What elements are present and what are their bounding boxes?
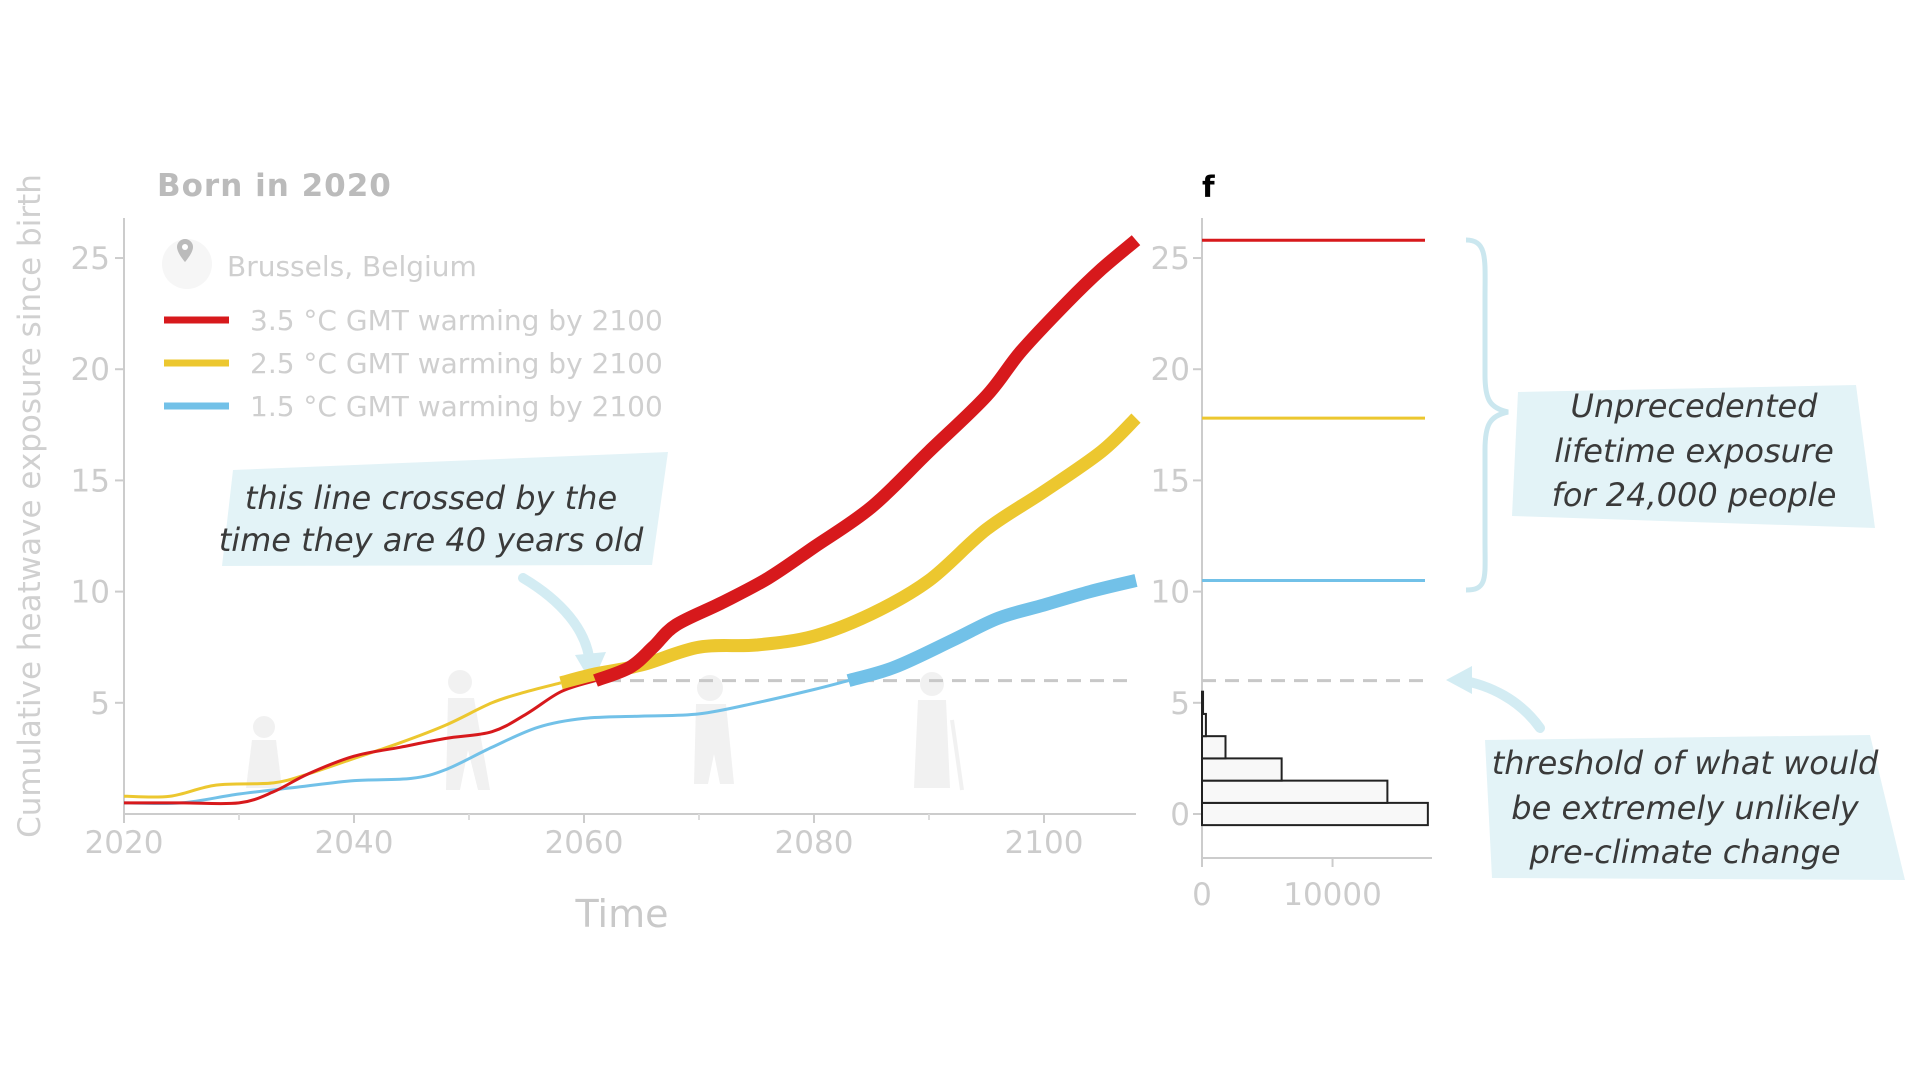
hist-bar: [1201, 757, 1283, 782]
y-tick-label: 10: [71, 575, 110, 611]
hist-y-tick-label: 0: [1170, 797, 1190, 833]
location-label: Brussels, Belgium: [227, 250, 477, 283]
hist-y-tick-label: 25: [1151, 241, 1190, 277]
hist-y-tick-label: 5: [1170, 686, 1190, 722]
location-badge: [162, 239, 212, 289]
annotation-unprecedented: Unprecedented lifetime exposure for 24,0…: [1512, 385, 1875, 528]
annotation-threshold-1: threshold of what would: [1492, 744, 1879, 782]
annotation-threshold-bg: [1485, 735, 1905, 880]
x-axis-label: Time: [575, 892, 669, 936]
annotation-unprecedented-3: for 24,000 people: [1552, 476, 1837, 514]
map-pin-icon: [177, 239, 193, 262]
y-axis-label: Cumulative heatwave exposure since birth: [12, 174, 48, 838]
legend-label-1-5: 1.5 °C GMT warming by 2100: [250, 390, 663, 423]
annotation-crossed-line-1: this line crossed by the: [245, 479, 617, 517]
x-tick-label: 2060: [545, 825, 624, 861]
annotation-unprecedented-2: lifetime exposure: [1554, 432, 1834, 470]
hist-bar: [1201, 735, 1227, 760]
annotation-crossed-line-bg: [222, 452, 668, 566]
panel-label: f: [1202, 170, 1215, 204]
legend: Brussels, Belgium 3.5 °C GMT warming by …: [162, 239, 663, 423]
annotation-threshold-2: be extremely unlikely: [1511, 789, 1860, 827]
hist-bar: [1201, 801, 1429, 827]
annotation-unprecedented-1: Unprecedented: [1571, 387, 1819, 425]
adult-silhouette-icon: [694, 675, 734, 784]
x-tick-label: 2040: [315, 825, 394, 861]
legend-label-2-5: 2.5 °C GMT warming by 2100: [250, 347, 663, 380]
hist-y-tick-label: 15: [1151, 463, 1190, 499]
hist-y-tick-label: 10: [1151, 575, 1190, 611]
annotation-arrow-icon: [518, 573, 595, 670]
hist-x-tick-label: 10000: [1283, 877, 1382, 913]
y-tick-label: 5: [90, 686, 110, 722]
series-line-2-5-thin: [123, 681, 562, 799]
hist-bar: [1201, 712, 1207, 738]
annotation-crossed-line: this line crossed by the time they are 4…: [219, 452, 668, 684]
x-tick-label: 2020: [85, 825, 164, 861]
y-tick-label: 15: [71, 463, 110, 499]
series-line-3-5-thick: [593, 235, 1141, 687]
legend-label-3-5: 3.5 °C GMT warming by 2100: [250, 304, 663, 337]
annotation-unprecedented-bg: [1512, 385, 1875, 528]
bracket-icon: [1465, 237, 1509, 593]
age-silhouettes: [246, 670, 964, 791]
annotation-threshold-3: pre-climate change: [1528, 833, 1840, 871]
annotation-threshold: threshold of what would be extremely unl…: [1446, 666, 1905, 880]
y-tick-label: 20: [71, 352, 110, 388]
chart-title: Born in 2020: [157, 168, 392, 204]
child-silhouette-icon: [246, 716, 282, 788]
x-tick-label: 2080: [775, 825, 854, 861]
annotation-crossed-line-2: time they are 40 years old: [219, 521, 644, 559]
series-line-1-5-thin: [123, 679, 849, 806]
hist-x-tick-label: 0: [1192, 877, 1212, 913]
youth-silhouette-icon: [446, 670, 490, 790]
hist-bar: [1201, 779, 1389, 804]
series-line-1-5-thick: [846, 574, 1138, 687]
hist-y-tick-label: 20: [1151, 352, 1190, 388]
hist-bar: [1201, 690, 1205, 715]
elderly-silhouette-icon: [914, 672, 964, 791]
x-tick-label: 2100: [1005, 825, 1084, 861]
series-line-3-5-thin: [123, 679, 596, 806]
y-tick-label: 25: [71, 241, 110, 277]
